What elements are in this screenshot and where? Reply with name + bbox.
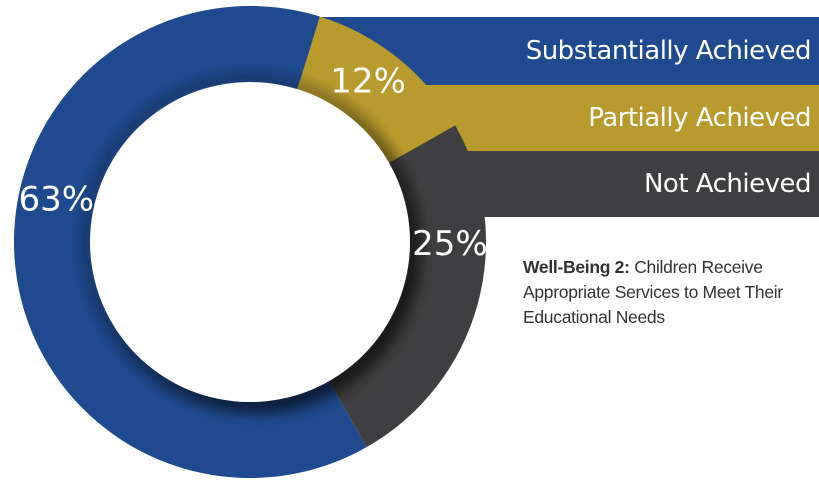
donut-center: [90, 82, 410, 402]
legend-label-substantially-achieved: Substantially Achieved: [525, 36, 812, 66]
caption-text: Children Receive Appropriate Services to…: [523, 257, 783, 327]
slice-label-not-achieved: 25%: [412, 224, 488, 264]
caption-title: Well-Being 2:: [523, 257, 630, 277]
slice-labels: 12% 25% 63%: [18, 62, 487, 264]
slice-label-partially-achieved: 12%: [330, 62, 406, 102]
legend-label-not-achieved: Not Achieved: [643, 169, 812, 199]
legend-label-partially-achieved: Partially Achieved: [588, 103, 811, 133]
slice-label-substantially-achieved: 63%: [18, 180, 94, 220]
chart-caption: Well-Being 2: Children Receive Appropria…: [523, 255, 813, 330]
